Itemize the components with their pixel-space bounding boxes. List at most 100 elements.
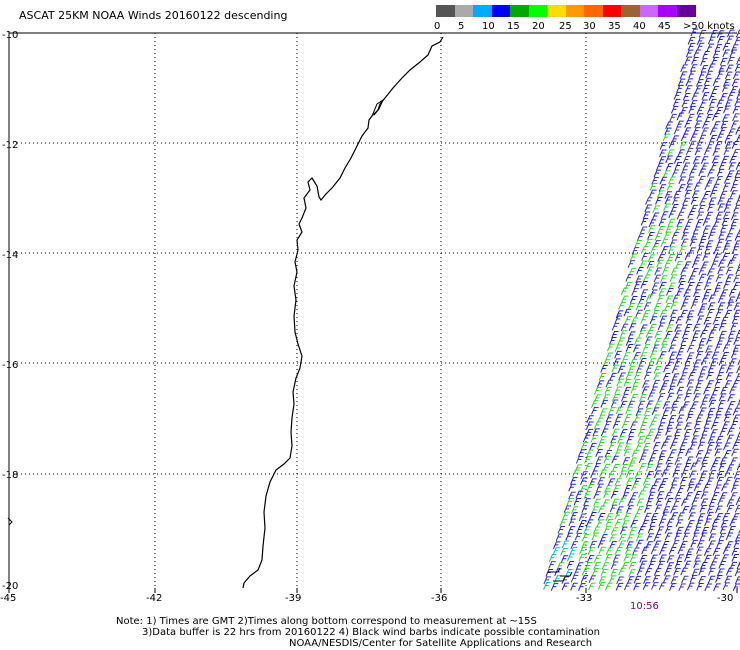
wind-barb-icon — [730, 484, 739, 493]
wind-barb-icon — [570, 477, 578, 485]
wind-barb-icon — [657, 393, 666, 401]
wind-barb-icon — [611, 498, 619, 507]
wind-barb-icon — [684, 422, 692, 431]
wind-barb-icon — [638, 455, 647, 464]
wind-barb-icon — [678, 583, 686, 592]
wind-barb-icon — [632, 379, 641, 387]
wind-barb-icon — [655, 196, 663, 205]
wind-barb-icon — [684, 56, 693, 65]
wind-barb-icon — [678, 184, 686, 192]
wind-barb-icon — [610, 527, 619, 535]
wind-barb-icon — [723, 105, 731, 114]
wind-barb-icon — [716, 238, 725, 247]
wind-barb-icon — [702, 50, 710, 59]
wind-barb-icon — [721, 351, 729, 360]
wind-barb-icon — [729, 561, 738, 570]
wind-barb-icon — [583, 526, 591, 535]
wind-barb-icon — [707, 441, 715, 450]
wind-barb-icon — [731, 316, 740, 324]
wind-barb-icon — [685, 78, 694, 87]
wind-barb-icon — [685, 386, 694, 395]
wind-barb-icon — [695, 351, 704, 359]
wind-barb-icon — [621, 420, 629, 429]
wind-barb-icon — [676, 211, 685, 220]
wind-barb-icon — [672, 435, 680, 443]
wind-barb-icon — [695, 219, 704, 227]
wind-barb-icon — [645, 330, 654, 338]
colorbar-labels: 0 5 10 15 20 25 30 35 40 45 >50 knots — [433, 21, 740, 33]
wind-barb-icon — [565, 569, 573, 577]
wind-barb-icon — [696, 211, 705, 220]
wind-barb-icon — [586, 484, 594, 492]
wind-barb-icon — [731, 553, 740, 562]
wind-barb-icon — [640, 316, 648, 324]
wind-barb-icon — [605, 352, 613, 361]
wind-barb-icon — [658, 184, 667, 192]
wind-barb-icon — [722, 42, 731, 51]
wind-barb-icon — [683, 289, 691, 298]
wind-barb-icon — [614, 518, 623, 527]
wind-barb-icon — [585, 519, 594, 528]
wind-barb-icon — [686, 484, 695, 492]
wind-barb-icon — [664, 568, 672, 576]
wind-barb-icon — [710, 429, 718, 437]
wind-barb-icon — [727, 296, 736, 305]
wind-barb-icon — [723, 281, 731, 289]
wind-barb-icon — [610, 435, 618, 444]
wind-barb-icon — [722, 513, 730, 521]
wind-barb-icon — [731, 78, 740, 87]
wind-barb-icon — [628, 569, 636, 577]
wind-barb-icon — [586, 415, 594, 423]
wind-barb-icon — [636, 233, 645, 241]
wind-barb-icon — [613, 358, 621, 367]
wind-barb-icon — [698, 576, 706, 584]
wind-barb-icon — [729, 190, 738, 199]
wind-barb-icon — [734, 233, 740, 241]
wind-barb-icon — [626, 576, 635, 584]
wind-barb-icon — [731, 547, 739, 556]
wind-barb-icon — [654, 504, 663, 513]
wind-barb-icon — [706, 275, 714, 284]
wind-barb-icon — [639, 463, 647, 471]
wind-barb-icon — [702, 253, 710, 262]
wind-barb-icon — [693, 560, 701, 569]
wind-barb-icon — [726, 301, 735, 310]
wind-barb-icon — [625, 371, 634, 380]
wind-barb-icon — [730, 218, 739, 227]
wind-barb-icon — [642, 477, 651, 486]
wind-barb-icon — [687, 275, 696, 284]
wind-barb-icon — [682, 92, 691, 101]
wind-barb-icon — [642, 344, 651, 352]
wind-barb-icon — [616, 506, 624, 515]
wind-barb-icon — [574, 532, 583, 541]
wind-barb-icon — [674, 324, 682, 333]
wind-barb-icon — [621, 520, 630, 529]
wind-barb-icon — [713, 253, 721, 262]
wind-barb-icon — [691, 497, 699, 506]
wind-barb-icon — [692, 156, 701, 165]
wind-barb-icon — [656, 259, 664, 268]
wind-barb-icon — [610, 491, 619, 499]
wind-barb-icon — [692, 127, 701, 135]
wind-barb-icon — [690, 233, 699, 242]
wind-barb-icon — [714, 378, 723, 387]
wind-barb-icon — [548, 567, 561, 573]
wind-barb-icon — [715, 211, 724, 220]
wind-barb-icon — [720, 224, 728, 233]
wind-barb-icon — [636, 539, 644, 548]
wind-barb-icon — [671, 231, 680, 240]
wind-barb-icon — [643, 302, 652, 311]
wind-barb-icon — [642, 274, 651, 283]
wind-barb-icon — [631, 288, 639, 296]
wind-barb-icon — [632, 547, 640, 556]
wind-barb-icon — [706, 177, 715, 186]
wind-barb-icon — [668, 415, 677, 423]
wind-barb-icon — [655, 497, 664, 506]
wind-barb-icon — [588, 575, 597, 584]
wind-barb-icon — [666, 392, 675, 401]
wind-barb-icon — [652, 442, 661, 450]
wind-barb-icon — [722, 49, 730, 58]
wind-barb-icon — [579, 485, 587, 493]
wind-barb-icon — [733, 540, 740, 548]
wind-barb-icon — [716, 540, 724, 548]
